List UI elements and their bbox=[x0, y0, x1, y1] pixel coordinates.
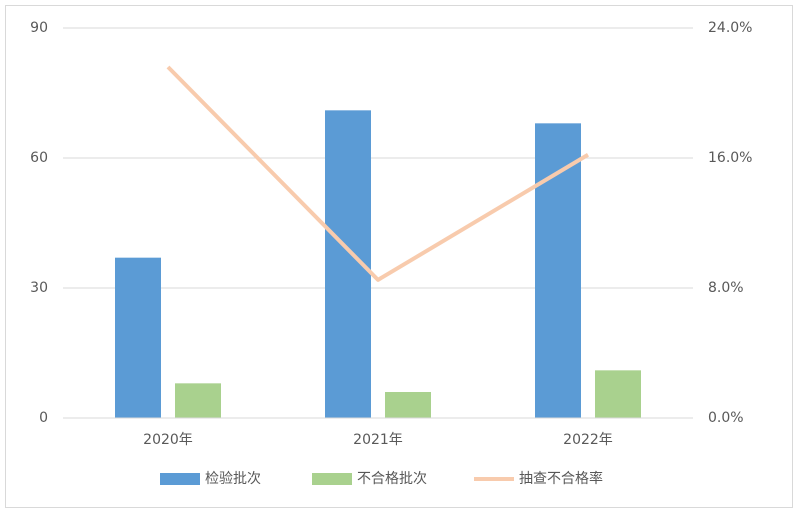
bar bbox=[115, 257, 161, 418]
x-tick-label: 2022年 bbox=[563, 432, 613, 448]
x-tick-label: 2021年 bbox=[353, 432, 403, 448]
y-tick-label: 90 bbox=[30, 20, 48, 36]
y-tick-label: 30 bbox=[30, 280, 48, 296]
line-series bbox=[166, 65, 590, 282]
y-tick-label: 0 bbox=[39, 410, 48, 426]
y2-tick-label: 24.0% bbox=[708, 20, 752, 36]
legend-swatch bbox=[160, 473, 200, 485]
y2-tick-label: 0.0% bbox=[708, 410, 744, 426]
y-tick-label: 60 bbox=[30, 150, 48, 166]
bar bbox=[535, 123, 581, 418]
legend-label: 检验批次 bbox=[205, 471, 261, 487]
y2-tick-label: 16.0% bbox=[708, 150, 752, 166]
chart-border bbox=[5, 5, 793, 508]
bar bbox=[595, 370, 641, 418]
legend-label: 不合格批次 bbox=[357, 471, 427, 487]
legend-swatch bbox=[312, 473, 352, 485]
x-tick-label: 2020年 bbox=[143, 432, 193, 448]
bar bbox=[385, 392, 431, 418]
bar bbox=[175, 383, 221, 418]
legend-label: 抽查不合格率 bbox=[519, 470, 603, 487]
y2-tick-label: 8.0% bbox=[708, 280, 744, 296]
